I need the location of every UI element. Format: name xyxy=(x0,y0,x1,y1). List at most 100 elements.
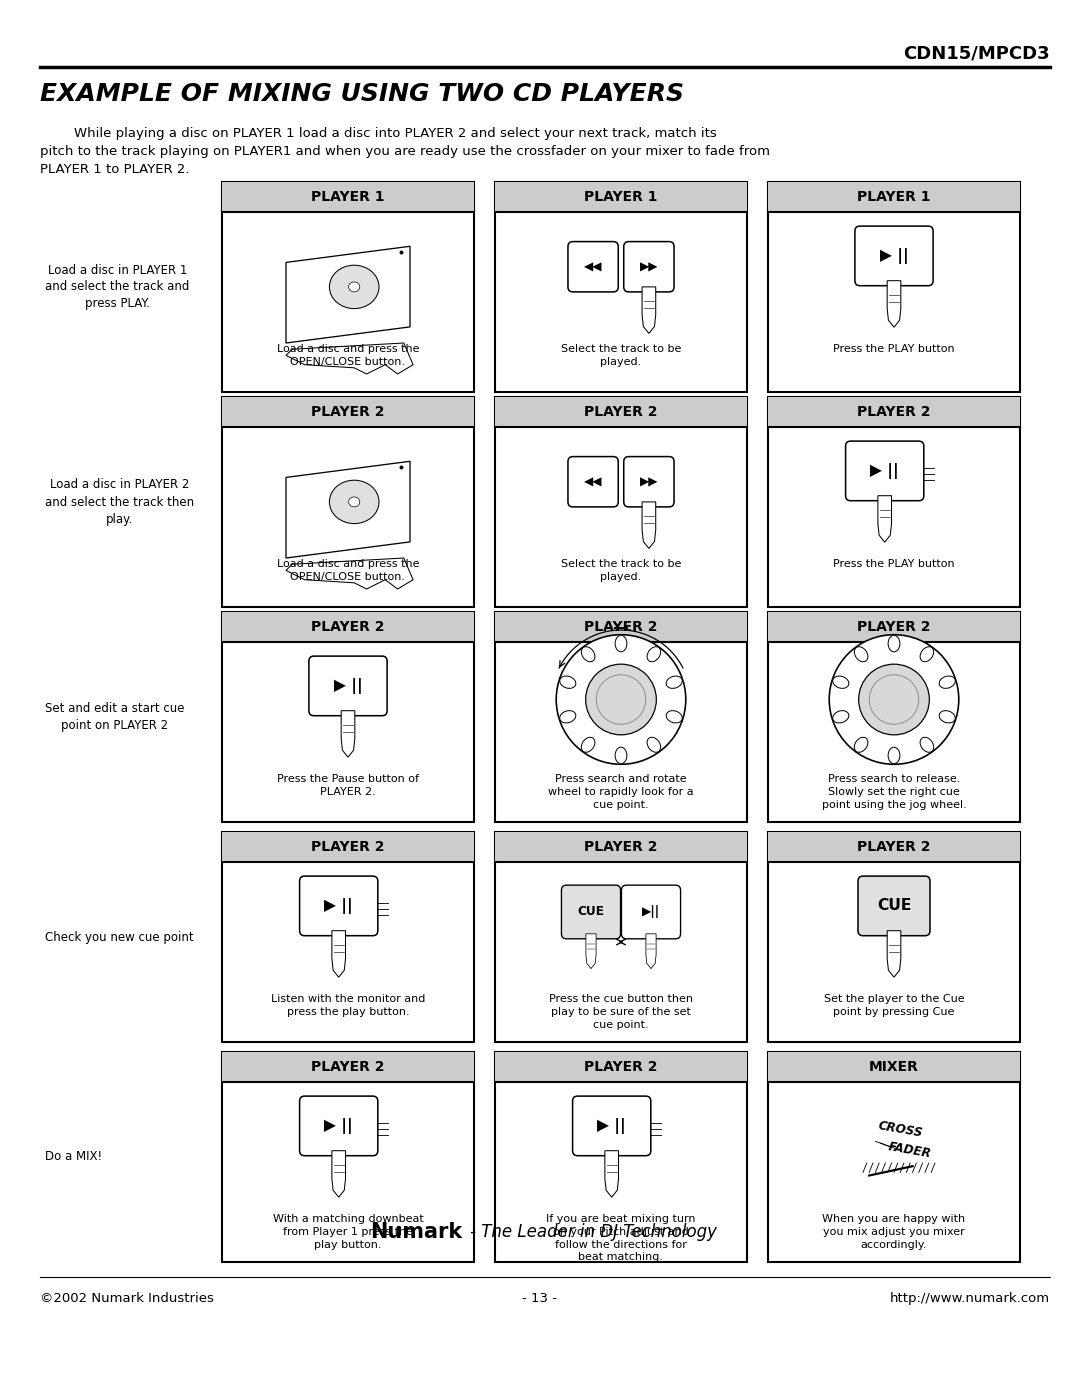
FancyBboxPatch shape xyxy=(855,226,933,286)
Ellipse shape xyxy=(888,747,900,764)
Text: - The Leader in DJ Technology: - The Leader in DJ Technology xyxy=(470,1222,717,1241)
Polygon shape xyxy=(887,281,901,327)
Text: Select the track to be
played.: Select the track to be played. xyxy=(561,344,681,367)
Text: PLAYER 2: PLAYER 2 xyxy=(858,840,931,854)
Text: PLAYER 1: PLAYER 1 xyxy=(311,190,384,204)
Text: Set the player to the Cue
point by pressing Cue: Set the player to the Cue point by press… xyxy=(824,995,964,1017)
Ellipse shape xyxy=(559,676,576,689)
Ellipse shape xyxy=(647,738,661,753)
Bar xyxy=(222,612,474,643)
Text: Load a disc in PLAYER 2
and select the track then
play.: Load a disc in PLAYER 2 and select the t… xyxy=(45,479,194,525)
Text: Numark: Numark xyxy=(370,1222,462,1242)
Polygon shape xyxy=(332,1151,346,1197)
FancyBboxPatch shape xyxy=(624,457,674,507)
FancyBboxPatch shape xyxy=(568,457,618,507)
Text: ▶▶: ▶▶ xyxy=(639,475,658,488)
Ellipse shape xyxy=(854,738,868,753)
Bar xyxy=(768,397,1020,608)
Bar xyxy=(222,397,474,427)
Text: ▶ ||: ▶ || xyxy=(334,678,363,694)
Text: Press search to release.
Slowly set the right cue
point using the jog wheel.: Press search to release. Slowly set the … xyxy=(822,774,967,810)
Ellipse shape xyxy=(854,647,868,662)
Ellipse shape xyxy=(329,265,379,309)
Text: CROSS: CROSS xyxy=(877,1119,923,1140)
Bar xyxy=(768,182,1020,393)
Bar xyxy=(768,833,1020,1042)
Ellipse shape xyxy=(920,738,934,753)
Polygon shape xyxy=(887,930,901,977)
Text: ◀◀: ◀◀ xyxy=(584,475,603,488)
Bar xyxy=(222,397,474,608)
Text: PLAYER 2: PLAYER 2 xyxy=(584,620,658,634)
Ellipse shape xyxy=(666,711,683,722)
FancyBboxPatch shape xyxy=(621,886,680,939)
Ellipse shape xyxy=(833,711,849,722)
Ellipse shape xyxy=(666,676,683,689)
Circle shape xyxy=(585,664,657,735)
Text: Press the cue button then
play to be sure of the set
cue point.: Press the cue button then play to be sur… xyxy=(549,995,693,1030)
FancyBboxPatch shape xyxy=(568,242,618,292)
Text: CUE: CUE xyxy=(877,898,912,914)
Text: Set and edit a start cue
point on PLAYER 2: Set and edit a start cue point on PLAYER… xyxy=(45,703,185,732)
Ellipse shape xyxy=(616,636,626,652)
Polygon shape xyxy=(643,286,656,334)
Text: MIXER: MIXER xyxy=(869,1060,919,1074)
Text: PLAYER 2: PLAYER 2 xyxy=(311,840,384,854)
Text: EXAMPLE OF MIXING USING TWO CD PLAYERS: EXAMPLE OF MIXING USING TWO CD PLAYERS xyxy=(40,82,684,106)
Bar xyxy=(495,833,747,1042)
Text: While playing a disc on PLAYER 1 load a disc into PLAYER 2 and select your next : While playing a disc on PLAYER 1 load a … xyxy=(40,127,770,176)
Ellipse shape xyxy=(581,738,595,753)
Circle shape xyxy=(859,664,929,735)
Bar xyxy=(495,612,747,821)
Ellipse shape xyxy=(647,647,661,662)
Bar xyxy=(495,1052,747,1083)
Circle shape xyxy=(596,675,646,724)
Bar xyxy=(222,833,474,1042)
Text: Press search and rotate
wheel to rapidly look for a
cue point.: Press search and rotate wheel to rapidly… xyxy=(549,774,693,810)
Text: Press the PLAY button: Press the PLAY button xyxy=(833,559,955,569)
Text: When you are happy with
you mix adjust you mixer
accordingly.: When you are happy with you mix adjust y… xyxy=(823,1214,966,1249)
Circle shape xyxy=(556,634,686,764)
Text: - 13 -: - 13 - xyxy=(523,1292,557,1305)
Text: Load a disc in PLAYER 1
and select the track and
press PLAY.: Load a disc in PLAYER 1 and select the t… xyxy=(45,264,189,310)
Ellipse shape xyxy=(888,636,900,652)
Text: Do a MIX!: Do a MIX! xyxy=(45,1151,103,1164)
Bar xyxy=(495,182,747,393)
Ellipse shape xyxy=(940,676,956,689)
Text: PLAYER 1: PLAYER 1 xyxy=(584,190,658,204)
Text: CUE: CUE xyxy=(578,905,605,918)
Polygon shape xyxy=(643,502,656,549)
Bar xyxy=(768,182,1020,212)
Bar xyxy=(768,1052,1020,1261)
Ellipse shape xyxy=(833,676,849,689)
FancyBboxPatch shape xyxy=(562,886,621,939)
Polygon shape xyxy=(878,496,891,542)
Text: Press the PLAY button: Press the PLAY button xyxy=(833,344,955,353)
FancyBboxPatch shape xyxy=(572,1097,651,1155)
Text: FADER: FADER xyxy=(887,1140,932,1161)
Bar xyxy=(495,182,747,212)
Bar xyxy=(768,397,1020,427)
Text: ▶ ||: ▶ || xyxy=(879,247,908,264)
Text: http://www.numark.com: http://www.numark.com xyxy=(890,1292,1050,1305)
Ellipse shape xyxy=(559,711,576,722)
Text: PLAYER 2: PLAYER 2 xyxy=(584,840,658,854)
Bar xyxy=(495,612,747,643)
Text: Load a disc and press the
OPEN/CLOSE button.: Load a disc and press the OPEN/CLOSE but… xyxy=(276,559,419,581)
Text: Select the track to be
played.: Select the track to be played. xyxy=(561,559,681,581)
Circle shape xyxy=(869,675,919,724)
FancyBboxPatch shape xyxy=(299,1097,378,1155)
Text: ▶ ||: ▶ || xyxy=(597,1118,626,1134)
Bar xyxy=(495,397,747,608)
Text: ▶ ||: ▶ || xyxy=(324,898,353,914)
Text: PLAYER 2: PLAYER 2 xyxy=(584,405,658,419)
Polygon shape xyxy=(286,246,410,344)
Text: PLAYER 2: PLAYER 2 xyxy=(311,620,384,634)
Text: PLAYER 2: PLAYER 2 xyxy=(584,1060,658,1074)
Bar xyxy=(768,1052,1020,1083)
Bar xyxy=(222,182,474,393)
Text: PLAYER 2: PLAYER 2 xyxy=(311,1060,384,1074)
Text: PLAYER 1: PLAYER 1 xyxy=(858,190,931,204)
Polygon shape xyxy=(286,344,414,374)
Circle shape xyxy=(829,634,959,764)
